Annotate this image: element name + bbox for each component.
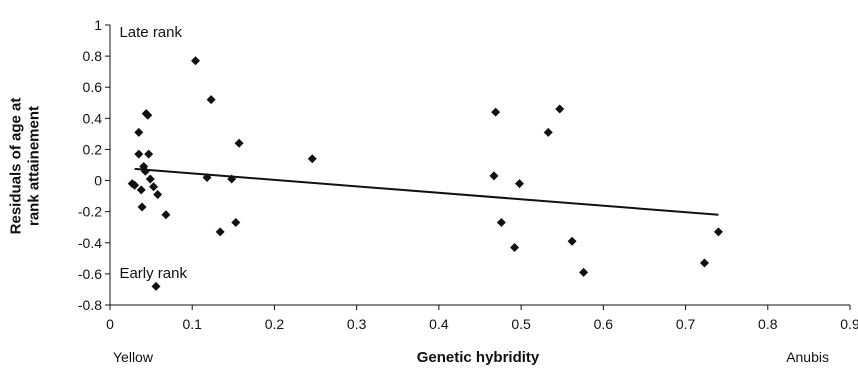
- x-tick-label: 0.4: [429, 316, 449, 332]
- scatter-point: [134, 127, 144, 137]
- scatter-point: [191, 56, 201, 66]
- y-tick-label: 0.8: [83, 48, 103, 64]
- y-tick-label: 0.6: [83, 79, 103, 95]
- scatter-point: [153, 190, 163, 200]
- y-tick-label: 0.2: [83, 141, 103, 157]
- scatter-point: [206, 95, 216, 105]
- x-axis-title: Genetic hybridity: [417, 349, 540, 366]
- x-tick-label: 0.6: [594, 316, 614, 332]
- scatter-point: [510, 242, 520, 252]
- scatter-point: [130, 180, 140, 190]
- x-tick-label: 0.2: [265, 316, 285, 332]
- scatter-point: [145, 174, 155, 184]
- annotation-early-rank: Early rank: [119, 265, 187, 282]
- scatter-point: [137, 202, 147, 212]
- scatter-point: [144, 149, 154, 159]
- scatter-point: [496, 218, 506, 228]
- x-end-label-anubis: Anubis: [786, 349, 829, 365]
- scatter-point: [489, 171, 499, 181]
- scatter-point: [215, 227, 225, 237]
- scatter-point: [514, 179, 524, 189]
- y-tick-label: -0.2: [78, 204, 102, 220]
- annotation-late-rank: Late rank: [119, 24, 182, 41]
- scatter-point: [202, 172, 212, 182]
- scatter-point: [161, 210, 171, 220]
- y-tick-label: -0.6: [78, 266, 102, 282]
- x-tick-label: 0: [106, 316, 114, 332]
- scatter-point: [149, 182, 159, 192]
- scatter-point: [579, 267, 589, 277]
- x-tick-label: 0.8: [758, 316, 778, 332]
- y-tick-label: -0.4: [78, 235, 102, 251]
- y-tick-label: 0.4: [83, 110, 103, 126]
- y-tick-label: 0: [94, 173, 102, 189]
- x-tick-label: 0.1: [182, 316, 202, 332]
- y-axis-title: Residuals of age atrank attainement: [8, 98, 43, 235]
- scatter-point: [134, 149, 144, 159]
- scatter-point: [231, 218, 241, 228]
- scatter-point: [140, 166, 150, 176]
- scatter-point: [234, 138, 244, 148]
- y-tick-label: -0.8: [78, 297, 102, 313]
- scatter-point: [713, 227, 723, 237]
- y-tick-label: 1: [94, 17, 102, 33]
- trendline: [134, 167, 719, 216]
- x-tick-label: 0.3: [347, 316, 367, 332]
- x-tick-label: 0.7: [676, 316, 696, 332]
- scatter-point: [491, 107, 501, 117]
- scatter-point: [151, 281, 161, 291]
- x-tick-label: 0.5: [511, 316, 531, 332]
- scatter-point: [567, 236, 577, 246]
- scatter-point: [136, 185, 146, 195]
- x-end-label-yellow: Yellow: [113, 349, 154, 365]
- scatter-point: [543, 127, 553, 137]
- scatter-point: [143, 110, 153, 120]
- scatter-point: [227, 174, 237, 184]
- x-tick-label: 0.9: [840, 316, 858, 332]
- scatter-point: [307, 154, 317, 164]
- scatter-point: [699, 258, 709, 268]
- scatter-point: [555, 104, 565, 114]
